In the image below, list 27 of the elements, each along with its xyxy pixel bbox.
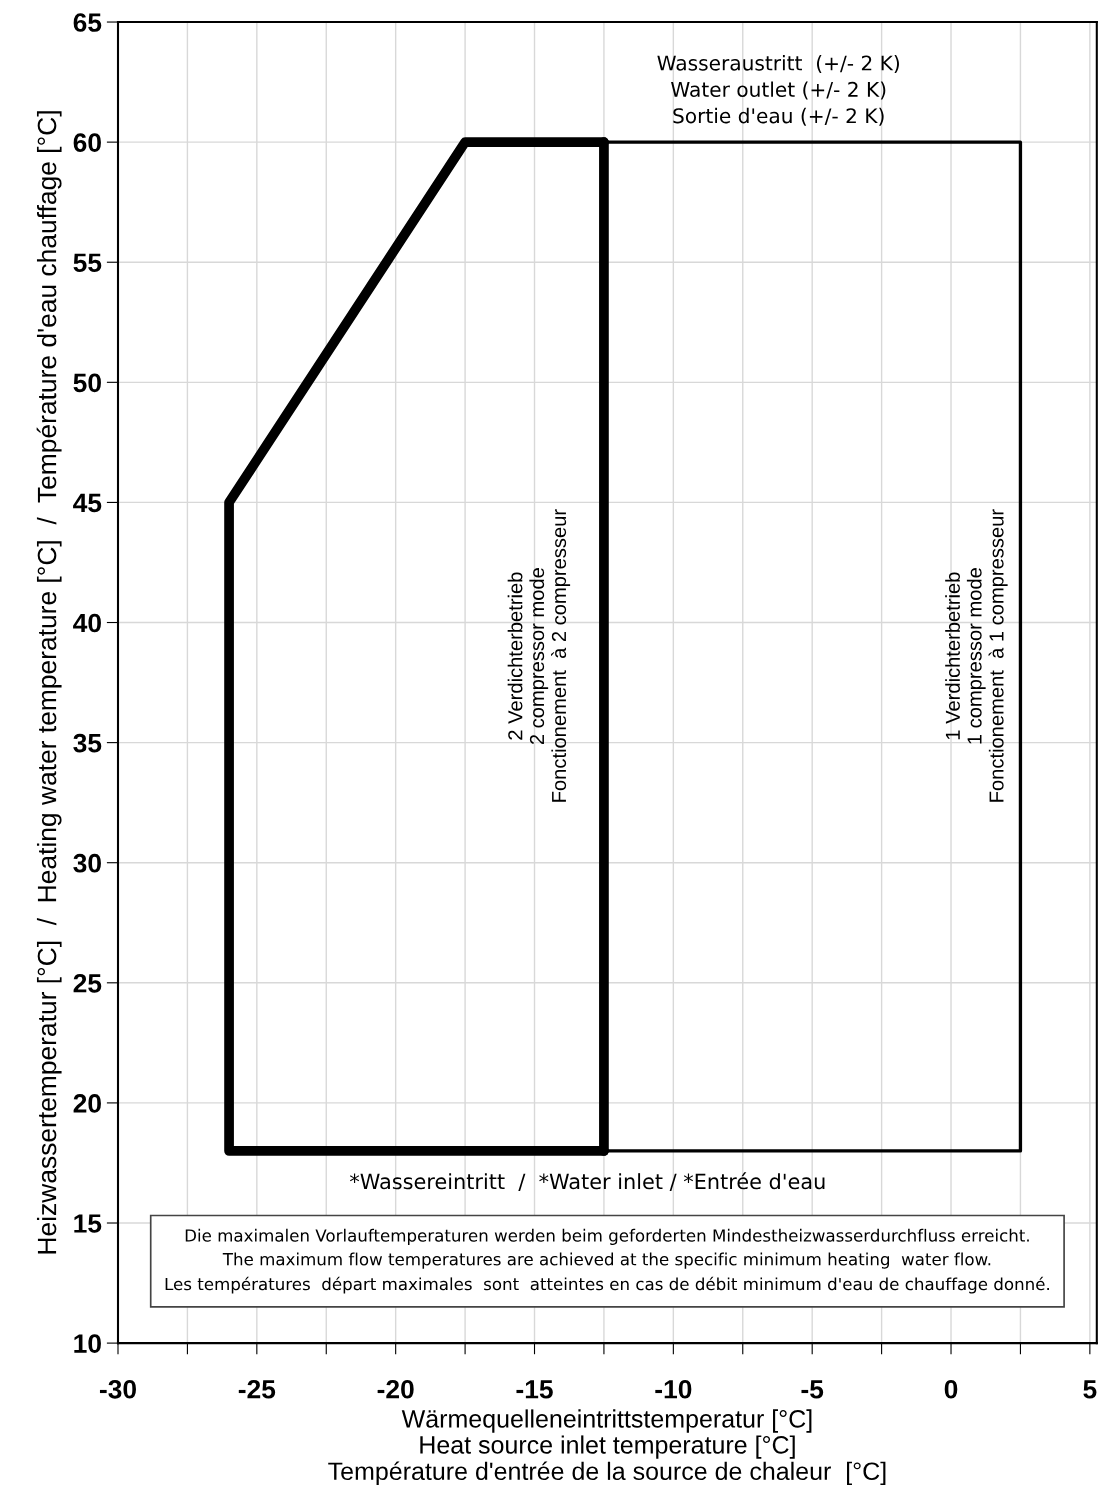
x-tick-label: -30 xyxy=(99,1379,136,1399)
x-tick-label: -5 xyxy=(801,1380,824,1399)
annotation: 1 Verdichterbetrieb 1 compressor mode Fonctionement à 1 compresseur xyxy=(945,509,1008,802)
x-tick-label: 5 xyxy=(1083,1380,1097,1399)
annotation: 2 Verdichterbetrieb 2 compressor mode Fonctionement à 2 compresseur xyxy=(507,509,571,802)
y-tick-label: 15 xyxy=(74,1214,102,1233)
y-tick-label: 65 xyxy=(73,13,102,32)
annotation: *Wassereintritt / *Water inlet / *Entrée d'eau xyxy=(349,1172,825,1191)
x-tick-label: 0 xyxy=(944,1379,958,1399)
x-axis-title: Wärmequelleneintrittstemperatur [°C] Heat source inlet temperature [°C] Température d'entrée de la source de chaleur [°C] xyxy=(328,1409,886,1486)
y-tick-label: 30 xyxy=(73,853,101,873)
y-tick-label: 25 xyxy=(73,973,102,993)
y-tick-label: 40 xyxy=(73,613,101,633)
y-axis-title: Heizwassertemperatur [°C] / Heating water temperature [°C] / Température d'eau chauffage [°C] xyxy=(36,111,62,1254)
x-tick-label: -15 xyxy=(516,1380,553,1399)
annotation: Die maximalen Vorlauftemperaturen werden beim geforderten Mindestheizwasserdurchfluss erreicht. The maximum flow temperatures are achieved at the specific minimum heating water flow. Les températures départ maximales sont atteintes en cas de débit minimum d'eau de chauffage donné. xyxy=(165,1228,1049,1294)
y-tick-label: 50 xyxy=(73,373,101,393)
x-tick-label: -20 xyxy=(377,1379,414,1399)
y-tick-label: 60 xyxy=(73,133,101,152)
y-tick-label: 55 xyxy=(73,253,102,273)
y-tick-label: 10 xyxy=(74,1334,101,1353)
y-tick-label: 35 xyxy=(73,733,102,753)
y-tick-label: 20 xyxy=(73,1094,101,1113)
annotation: Wasseraustritt (+/- 2 K) Water outlet (+/- 2 K) Sortie d'eau (+/- 2 K) xyxy=(657,55,899,126)
y-tick-label: 45 xyxy=(73,493,102,513)
x-tick-label: -25 xyxy=(238,1379,276,1399)
x-tick-label: -10 xyxy=(655,1379,692,1399)
